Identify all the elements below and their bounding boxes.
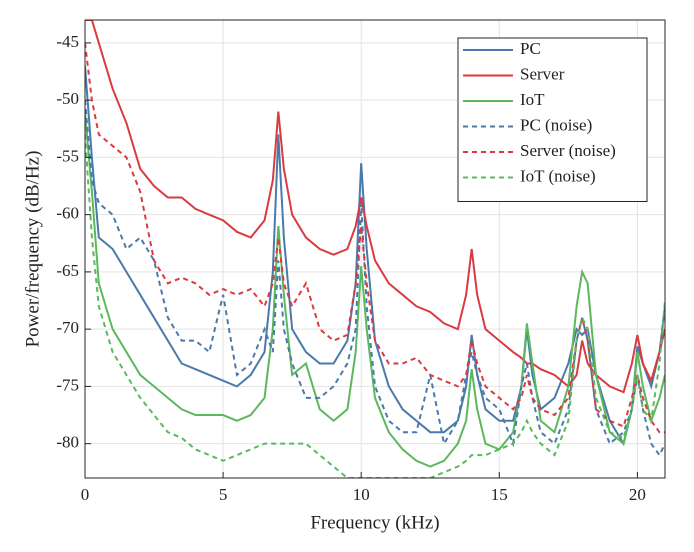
y-tick-label: -80 xyxy=(56,433,79,452)
axes-frame xyxy=(84,19,666,479)
y-tick-label: -70 xyxy=(56,318,79,337)
y-tick-label: -50 xyxy=(56,89,79,108)
legend-label: Server xyxy=(520,64,565,83)
legend: PC Server IoT PC (noise) Server (noise) IoT (… xyxy=(457,37,648,202)
x-tick-label: 5 xyxy=(219,485,228,504)
x-tick-label: 10 xyxy=(353,485,370,504)
y-tick-label: -45 xyxy=(56,32,79,51)
y-tick-label: -60 xyxy=(56,204,79,223)
y-axis-label: Power/frequency (dB/Hz) xyxy=(22,151,43,348)
series-line xyxy=(85,20,665,394)
legend-box xyxy=(457,37,648,202)
y-tick-label: -55 xyxy=(56,146,79,165)
legend-label: Server (noise) xyxy=(520,141,616,160)
legend-label: PC xyxy=(520,39,541,58)
plot-area xyxy=(85,20,665,478)
series-line xyxy=(85,134,665,478)
series-line xyxy=(85,111,665,468)
y-tick-label: -65 xyxy=(56,261,79,280)
series-line xyxy=(85,42,665,434)
x-tick-label: 20 xyxy=(629,485,646,504)
ticks: -80 -75 -70 -65 -60 -55 -50 -45 0 5 10 15 20 xyxy=(56,32,646,504)
y-tick-label: -75 xyxy=(56,375,79,394)
x-axis-label: Frequency (kHz) xyxy=(310,512,439,533)
x-tick-label: 0 xyxy=(81,485,90,504)
legend-label: IoT (noise) xyxy=(520,166,596,185)
legend-label: PC (noise) xyxy=(520,115,592,134)
x-tick-label: 15 xyxy=(491,485,508,504)
legend-label: IoT xyxy=(520,90,545,109)
